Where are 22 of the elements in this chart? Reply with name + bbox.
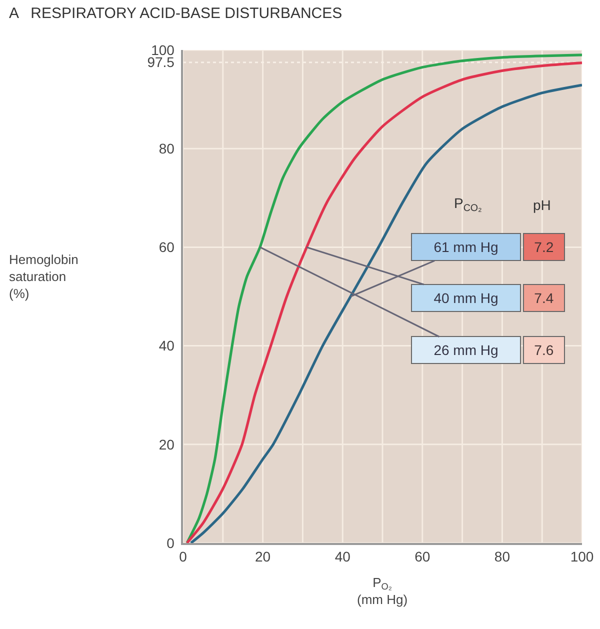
annotation: P$_{CO₂}$ [454, 195, 482, 214]
x-tick-label: 100 [570, 548, 594, 565]
x-tick-label: 20 [255, 548, 271, 565]
y-tick-label: 20 [158, 436, 175, 452]
x-tick-label: 40 [334, 548, 351, 565]
x-tick-label: 0 [179, 548, 188, 565]
y-tick-label: 0 [166, 534, 175, 551]
annotation: 40 mm Hg [434, 290, 498, 306]
x-tick-label: 80 [494, 548, 510, 565]
annotation: 7.6 [534, 342, 554, 358]
annotation: 61 mm Hg [434, 239, 498, 255]
annotation: 7.4 [534, 290, 554, 306]
y-tick-label: 60 [158, 239, 175, 256]
annotation: 26 mm Hg [434, 342, 498, 358]
annotation: pH [533, 197, 551, 213]
x-axis-title: P$_{O₂}$ (mm Hg) [357, 575, 408, 607]
y-tick-label: 80 [158, 140, 175, 156]
annotation: 7.2 [534, 239, 554, 255]
x-tick-label: 60 [414, 548, 430, 565]
text: Hemoglobin saturation (%) [9, 252, 78, 301]
chart-title: A RESPIRATORY ACID-BASE DISTURBANCES [9, 5, 342, 22]
y-tick-label: 40 [158, 338, 175, 354]
